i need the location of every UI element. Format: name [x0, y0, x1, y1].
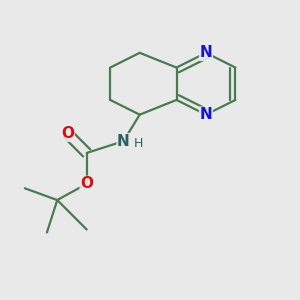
Text: O: O [61, 126, 74, 141]
Text: H: H [134, 137, 143, 150]
Text: N: N [200, 45, 212, 60]
Text: N: N [200, 107, 212, 122]
Text: N: N [117, 134, 130, 149]
Text: O: O [80, 176, 93, 191]
